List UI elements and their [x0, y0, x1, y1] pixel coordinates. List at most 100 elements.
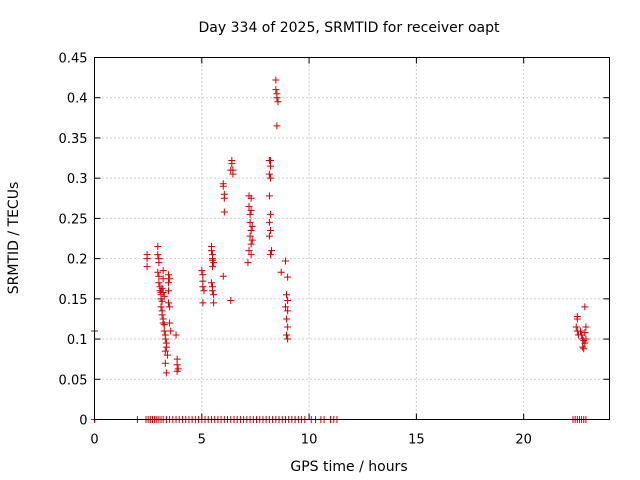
x-tick-label: 15 — [408, 433, 425, 448]
data-point-marker — [198, 267, 206, 275]
data-point-marker — [161, 359, 169, 367]
x-axis-label: GPS time / hours — [290, 459, 407, 475]
plot-frame — [94, 57, 610, 420]
data-point-marker — [229, 170, 237, 178]
data-point-marker — [245, 247, 253, 255]
data-point-marker — [161, 347, 169, 355]
x-tick-label: 5 — [198, 433, 206, 448]
data-point-marker — [265, 170, 273, 178]
data-point-marker — [154, 268, 162, 276]
data-point-marker — [572, 323, 580, 331]
data-point-marker — [582, 335, 590, 343]
data-point-marker — [266, 226, 274, 234]
data-point-marker — [167, 327, 175, 335]
data-point-marker — [210, 291, 218, 299]
grid-lines — [94, 57, 610, 420]
data-point-marker — [245, 202, 253, 210]
data-point-marker — [163, 351, 171, 359]
data-point-marker — [581, 339, 589, 347]
data-point-marker — [577, 327, 585, 335]
data-point-marker — [160, 292, 168, 300]
data-point-marker — [228, 160, 236, 168]
data-point-marker — [173, 367, 181, 375]
data-point-marker — [284, 273, 292, 281]
data-point-marker — [166, 319, 174, 327]
data-point-marker — [219, 272, 227, 280]
data-point-marker — [165, 299, 173, 307]
x-axis-tick-labels: 0 5 10 15 20 — [90, 433, 532, 448]
data-point-marker — [160, 327, 168, 335]
data-point-marker — [155, 259, 163, 267]
data-point-marker — [158, 311, 166, 319]
data-point-marker — [161, 335, 169, 343]
y-tick-label: 0 — [79, 414, 87, 429]
data-point-marker — [154, 243, 162, 251]
data-point-marker — [582, 323, 590, 331]
data-point-marker — [284, 296, 292, 304]
data-point-marker — [573, 315, 581, 323]
data-point-marker — [266, 174, 274, 182]
data-point-marker — [247, 251, 255, 259]
data-point-marker — [162, 343, 170, 351]
data-point-marker — [284, 335, 292, 343]
data-point-marker — [581, 329, 589, 337]
data-point-marker — [162, 369, 170, 377]
data-point-marker — [248, 222, 256, 230]
data-point-marker — [200, 287, 208, 295]
data-point-marker — [158, 297, 166, 305]
data-point-marker — [277, 268, 285, 276]
data-point-marker — [159, 267, 167, 275]
y-tick-label: 0.45 — [59, 52, 88, 67]
data-point-marker — [272, 76, 280, 84]
x-tick-label: 0 — [90, 433, 98, 448]
data-point-marker — [159, 275, 167, 283]
data-point-marker — [283, 291, 291, 299]
data-point-marker — [159, 319, 167, 327]
axis-ticks — [94, 57, 610, 420]
y-tick-label: 0.25 — [59, 212, 88, 227]
data-point-marker — [248, 236, 256, 244]
data-point-marker — [166, 275, 174, 283]
data-point-marker — [166, 303, 174, 311]
data-point-marker — [284, 323, 292, 331]
data-point-marker — [209, 287, 217, 295]
data-point-marker — [266, 162, 274, 170]
data-point-marker — [143, 263, 151, 271]
y-axis-label: SRMTID / TECUs — [6, 182, 22, 295]
y-tick-label: 0.05 — [59, 373, 88, 388]
data-point-marker — [247, 206, 255, 214]
data-point-marker — [165, 271, 173, 279]
data-point-marker — [244, 259, 252, 267]
data-point-marker — [273, 122, 281, 130]
data-point-marker — [265, 232, 273, 240]
data-point-marker — [273, 94, 281, 102]
data-point-marker — [227, 166, 235, 174]
data-point-marker — [283, 315, 291, 323]
data-point-marker — [247, 194, 255, 202]
data-point-marker — [210, 259, 218, 267]
y-tick-label: 0.15 — [59, 293, 88, 308]
data-point-marker — [207, 247, 215, 255]
data-points — [91, 76, 590, 423]
data-point-marker — [209, 263, 217, 271]
data-point-marker — [165, 287, 173, 295]
data-point-marker — [266, 210, 274, 218]
x-tick-label: 10 — [301, 433, 318, 448]
data-point-marker — [266, 251, 274, 259]
y-tick-label: 0.1 — [67, 333, 88, 348]
data-point-marker — [284, 307, 292, 315]
chart-title: Day 334 of 2025, SRMTID for receiver oap… — [199, 20, 500, 36]
data-point-marker — [199, 299, 207, 307]
data-point-marker — [210, 299, 218, 307]
data-point-marker — [274, 98, 282, 106]
data-point-marker — [158, 284, 166, 292]
data-point-marker — [246, 210, 254, 218]
y-tick-label: 0.2 — [67, 253, 88, 268]
data-point-marker — [281, 257, 289, 265]
data-point-marker — [159, 288, 167, 296]
data-point-marker — [272, 86, 280, 94]
data-point-marker — [157, 303, 165, 311]
data-point-marker — [581, 303, 589, 311]
data-point-marker — [155, 272, 163, 280]
